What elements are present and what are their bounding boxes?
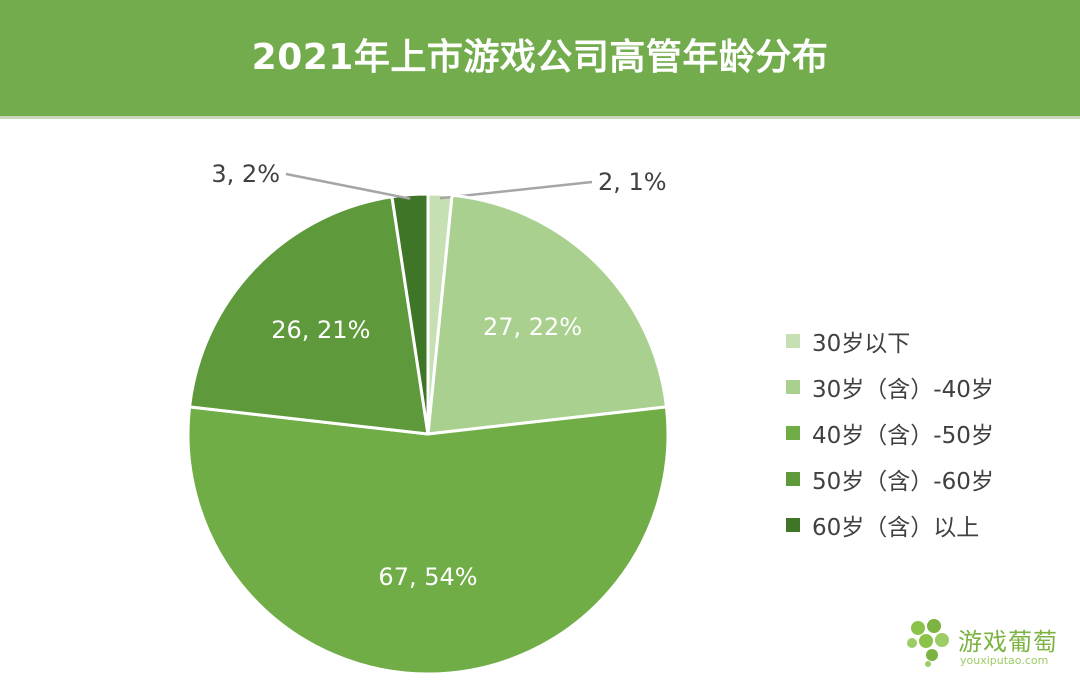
slice-data-label-1: 2, 1% xyxy=(598,168,667,196)
legend-label-4: 50岁（含）-60岁 xyxy=(812,469,994,495)
legend-label-2: 30岁（含）-40岁 xyxy=(812,377,994,403)
slice-data-label-4: 26, 21% xyxy=(271,316,370,344)
pie-slice-4 xyxy=(188,195,430,436)
legend-item-5: 60岁（含）以上 xyxy=(786,502,994,548)
legend-swatch-4 xyxy=(786,472,800,486)
legend-item-4: 50岁（含）-60岁 xyxy=(786,456,994,502)
pie-slice-5 xyxy=(390,192,430,436)
slice-data-label-5: 3, 2% xyxy=(211,160,280,188)
grape-logo-icon xyxy=(907,619,949,667)
watermark-text: 游戏葡萄 xyxy=(958,628,1058,656)
legend-item-1: 30岁以下 xyxy=(786,318,994,364)
title-divider xyxy=(0,116,1080,119)
legend-item-2: 30岁（含）-40岁 xyxy=(786,364,994,410)
chart-legend: 30岁以下 30岁（含）-40岁 40岁（含）-50岁 50岁（含）-60岁 60岁（含… xyxy=(786,318,994,548)
legend-label-5: 60岁（含）以上 xyxy=(812,515,980,541)
slice-data-label-2: 27, 22% xyxy=(483,313,582,341)
legend-swatch-5 xyxy=(786,518,800,532)
slice-data-label-3: 67, 54% xyxy=(378,563,477,591)
title-banner: 2021年上市游戏公司高管年龄分布 xyxy=(0,0,1080,116)
legend-swatch-3 xyxy=(786,426,800,440)
pie-slice-3 xyxy=(186,405,670,676)
pie-slice-2 xyxy=(426,193,668,436)
leader-line-5 xyxy=(285,172,411,200)
chart-title: 2021年上市游戏公司高管年龄分布 xyxy=(251,37,829,78)
watermark: 游戏葡萄 youxiputao.com xyxy=(906,616,1066,676)
legend-item-3: 40岁（含）-50岁 xyxy=(786,410,994,456)
legend-label-1: 30岁以下 xyxy=(812,331,911,357)
watermark-subtext: youxiputao.com xyxy=(960,654,1049,667)
legend-swatch-1 xyxy=(786,334,800,348)
legend-swatch-2 xyxy=(786,380,800,394)
legend-label-3: 40岁（含）-50岁 xyxy=(812,423,994,449)
